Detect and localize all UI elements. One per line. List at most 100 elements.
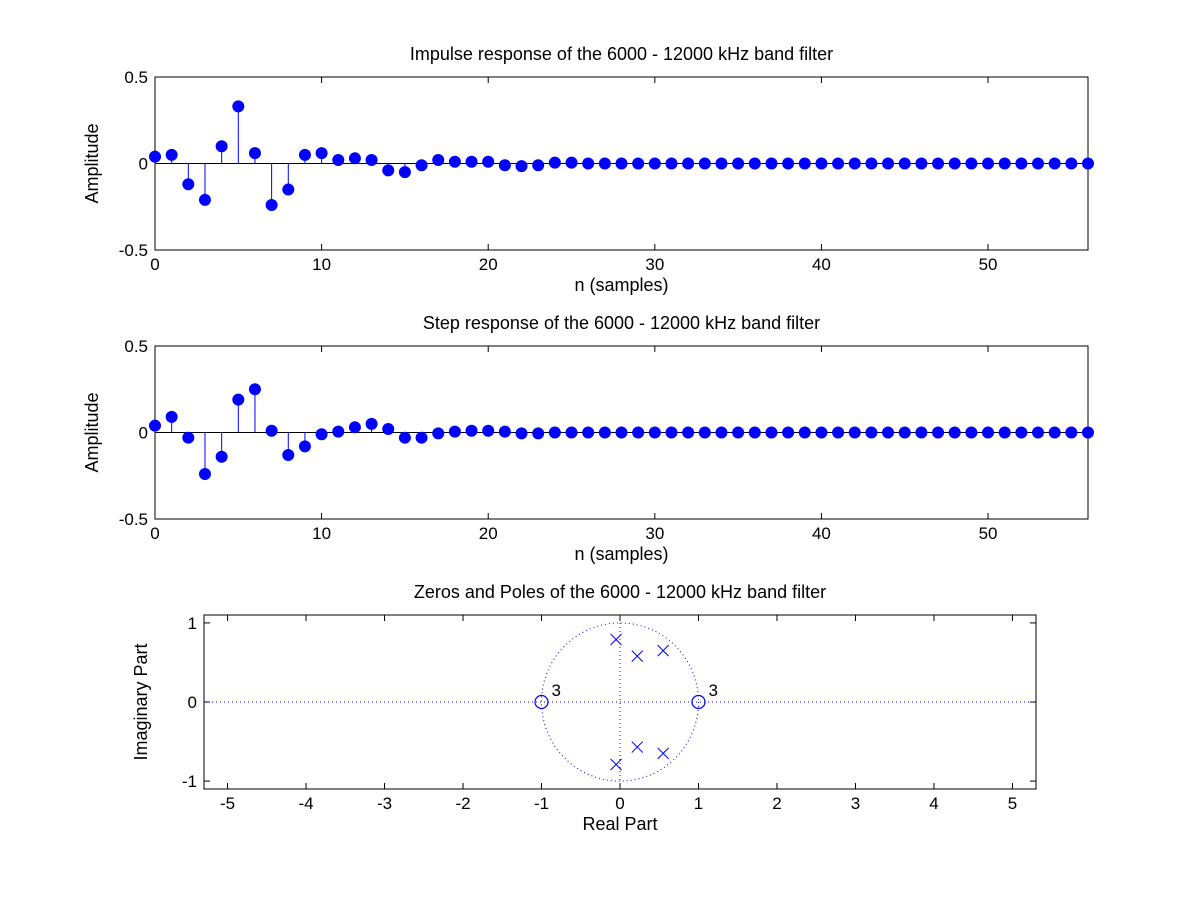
stem-marker <box>1015 157 1028 170</box>
stem-marker <box>582 426 595 439</box>
stem-marker <box>465 155 478 168</box>
stem-marker <box>882 157 895 170</box>
stem-marker <box>265 199 278 212</box>
stem-marker <box>748 426 761 439</box>
stem-marker <box>815 426 828 439</box>
pole-marker <box>610 758 622 771</box>
stem-marker <box>565 426 578 439</box>
zero-multiplicity-label: 3 <box>708 681 717 700</box>
stem-marker <box>598 426 611 439</box>
stem-marker <box>648 157 661 170</box>
stem-marker <box>932 157 945 170</box>
stem-marker <box>448 425 461 438</box>
y-tick-label: 0 <box>188 693 197 712</box>
stem-marker <box>498 425 511 438</box>
stem-marker <box>565 156 578 169</box>
unit-circle <box>541 622 699 782</box>
stem-marker <box>1048 426 1061 439</box>
stem-marker <box>1082 157 1094 170</box>
x-tick-label: 5 <box>1008 794 1017 813</box>
y-axis-label: Amplitude <box>82 123 102 203</box>
stem-marker <box>1082 426 1094 439</box>
stem-marker <box>965 157 978 170</box>
x-tick-label: 50 <box>979 255 998 274</box>
x-tick-label: 50 <box>979 524 998 543</box>
y-axis-label: Amplitude <box>82 392 102 472</box>
stem-marker <box>1015 426 1028 439</box>
stem-marker <box>748 157 761 170</box>
x-tick-label: 3 <box>851 794 860 813</box>
stem-marker <box>298 148 311 161</box>
stem-marker <box>982 157 995 170</box>
pole-stroke <box>657 747 670 760</box>
stem-marker <box>1032 157 1045 170</box>
stem-marker <box>898 426 911 439</box>
stem-marker <box>832 157 845 170</box>
stem-marker <box>432 154 445 167</box>
stem-marker <box>448 155 461 168</box>
stem-marker <box>848 426 861 439</box>
stem-marker <box>798 426 811 439</box>
stem-marker <box>782 157 795 170</box>
stem-marker <box>765 157 778 170</box>
x-axis-label: n (samples) <box>574 544 668 564</box>
stem-marker <box>382 164 395 177</box>
stem-marker <box>149 419 161 432</box>
stem-marker <box>915 157 928 170</box>
y-axis-label: Imaginary Part <box>131 643 151 760</box>
stem-marker <box>648 426 661 439</box>
x-tick-label: 30 <box>645 524 664 543</box>
stem-marker <box>832 426 845 439</box>
stem-marker <box>1065 157 1078 170</box>
pole-marker <box>631 741 644 753</box>
stem-marker <box>548 156 561 169</box>
y-tick-label: -0.5 <box>119 510 148 529</box>
stem-marker <box>548 426 561 439</box>
stem-marker <box>682 426 695 439</box>
stem-marker <box>332 154 345 167</box>
y-tick-label: 1 <box>188 614 197 633</box>
x-tick-label: -4 <box>298 794 313 813</box>
stem-marker <box>465 424 478 437</box>
stem-marker <box>998 157 1011 170</box>
stem-marker <box>365 154 378 167</box>
y-tick-label: 0 <box>139 155 148 174</box>
stem-marker <box>632 157 645 170</box>
zero-multiplicity-label: 3 <box>552 681 561 700</box>
stem-marker <box>198 193 211 206</box>
stem-marker <box>665 157 678 170</box>
stem-marker <box>682 157 695 170</box>
x-tick-label: 2 <box>772 794 781 813</box>
x-tick-label: -5 <box>220 794 235 813</box>
pole-stroke <box>610 633 622 646</box>
chart-title: Step response of the 6000 - 12000 kHz ba… <box>423 313 820 333</box>
stem-marker <box>298 440 311 453</box>
stem-marker <box>198 468 211 481</box>
chart-title: Zeros and Poles of the 6000 - 12000 kHz … <box>414 582 826 602</box>
x-tick-label: -1 <box>534 794 549 813</box>
stem-marker <box>732 157 745 170</box>
stem-marker <box>398 166 411 179</box>
x-tick-label: 20 <box>479 255 498 274</box>
stem-marker <box>715 157 728 170</box>
stem-marker <box>282 183 295 196</box>
stem-marker <box>665 426 678 439</box>
x-tick-label: -3 <box>377 794 392 813</box>
pole-marker <box>631 650 644 662</box>
stem-marker <box>998 426 1011 439</box>
stem-marker <box>415 159 428 172</box>
stem-marker <box>615 426 628 439</box>
x-tick-label: 10 <box>312 255 331 274</box>
x-tick-label: 10 <box>312 524 331 543</box>
stem-marker <box>332 425 345 438</box>
zero-marker <box>691 694 706 710</box>
pole-marker <box>657 747 670 760</box>
stem-marker <box>149 150 161 163</box>
stem-marker <box>415 431 428 444</box>
stem-marker <box>515 427 528 440</box>
x-tick-label: 1 <box>694 794 703 813</box>
